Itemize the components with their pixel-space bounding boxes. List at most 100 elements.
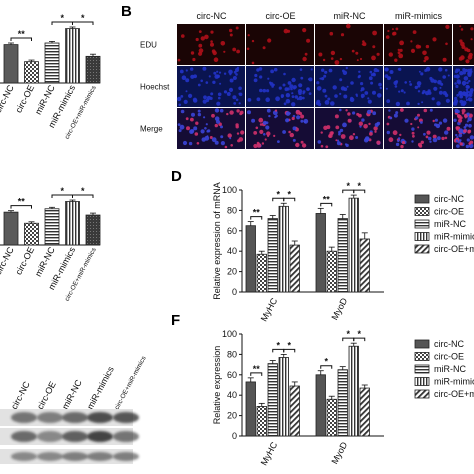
nucleus xyxy=(462,103,466,107)
micrograph-EDU-2 xyxy=(315,23,383,65)
nucleus xyxy=(342,69,345,73)
legend-label-1: circ-OE xyxy=(434,207,464,217)
nucleus xyxy=(456,79,461,84)
nucleus xyxy=(374,130,377,133)
nucleus xyxy=(464,68,468,73)
nucleus xyxy=(340,33,345,37)
nucleus xyxy=(236,109,240,113)
nucleus xyxy=(259,88,263,93)
column-label-2: miR-NC xyxy=(334,11,366,21)
nucleus xyxy=(339,92,342,95)
nucleus xyxy=(458,118,463,123)
nucleus xyxy=(368,76,373,81)
nucleus xyxy=(411,140,414,143)
nucleus xyxy=(330,101,335,106)
nucleus xyxy=(388,137,394,143)
nucleus xyxy=(324,94,328,98)
micrograph-Hoechst-4 xyxy=(452,66,474,107)
nucleus xyxy=(277,140,280,144)
nucleus xyxy=(185,78,190,83)
nucleus xyxy=(220,135,224,139)
nucleus xyxy=(345,66,348,70)
significance-1-label: * xyxy=(276,189,280,199)
nucleus xyxy=(432,119,435,123)
bar-circ-OE+miR-mimics xyxy=(85,214,101,246)
nucleus xyxy=(323,74,327,78)
nucleus xyxy=(432,37,437,42)
nucleus xyxy=(294,95,298,99)
y-tick-label-20: 20 xyxy=(227,411,237,421)
nucleus xyxy=(283,102,287,106)
y-tick-label-0: 0 xyxy=(232,287,237,297)
category-label-MyHC: MyHC xyxy=(259,296,280,323)
blot-lane-label-1: circ-OE xyxy=(35,380,58,411)
nucleus xyxy=(427,136,432,141)
nucleus xyxy=(394,85,398,88)
nucleus xyxy=(445,42,448,46)
nucleus xyxy=(302,56,307,62)
nucleus xyxy=(235,73,238,76)
nucleus xyxy=(424,69,428,72)
nucleus xyxy=(423,132,426,136)
nucleus xyxy=(186,126,190,131)
nucleus xyxy=(287,81,292,85)
nucleus xyxy=(299,68,303,71)
nucleus xyxy=(176,96,182,102)
y-axis-title: Relative expression of mRNA xyxy=(212,182,222,300)
nucleus xyxy=(467,54,473,60)
blot-band xyxy=(87,412,113,423)
nucleus xyxy=(395,111,399,115)
nucleus xyxy=(226,112,229,116)
nucleus xyxy=(181,75,187,80)
bar-MyoD-miR-NC xyxy=(337,369,348,437)
blot-band-row-1 xyxy=(0,428,139,445)
nucleus xyxy=(285,98,291,104)
significance-2-label: * xyxy=(287,340,291,350)
nucleus xyxy=(253,78,258,83)
nucleus xyxy=(422,90,426,94)
significance-0-bracket xyxy=(10,205,32,209)
nucleus xyxy=(404,81,408,84)
nucleus xyxy=(469,88,474,92)
nucleus xyxy=(447,74,450,77)
nucleus xyxy=(441,136,445,141)
nucleus xyxy=(462,91,467,97)
nucleus xyxy=(385,67,389,72)
nucleus xyxy=(218,71,222,74)
nucleus xyxy=(212,80,216,85)
legend-label-3: miR-mimic xyxy=(434,232,474,242)
nucleus xyxy=(455,139,459,142)
nucleus xyxy=(459,142,463,146)
y-tick-label-20: 20 xyxy=(227,267,237,277)
nucleus xyxy=(240,130,245,135)
nucleus xyxy=(253,143,258,149)
nucleus xyxy=(456,93,460,97)
nucleus xyxy=(464,47,469,52)
nucleus xyxy=(229,28,233,33)
micrograph-Hoechst-0 xyxy=(176,66,245,107)
nucleus xyxy=(463,76,469,81)
y-tick-label-80: 80 xyxy=(227,349,237,359)
nucleus xyxy=(389,116,393,120)
nucleus xyxy=(367,99,372,104)
blot-lane-label-4: circ-OE+miR-mimics xyxy=(114,355,148,411)
nucleus xyxy=(270,69,274,74)
micrograph-Merge-3 xyxy=(384,108,452,149)
y-tick-label-40: 40 xyxy=(227,246,237,256)
nucleus xyxy=(195,37,199,42)
nucleus xyxy=(444,93,449,98)
nucleus xyxy=(444,68,448,72)
nucleus xyxy=(425,135,429,139)
column-label-0: circ-NC xyxy=(197,11,227,21)
nucleus xyxy=(330,131,334,135)
nucleus xyxy=(357,75,361,79)
nucleus xyxy=(442,57,447,62)
nucleus xyxy=(338,130,341,134)
nucleus xyxy=(408,80,411,83)
bar-MyoD-miR-mimics xyxy=(348,197,359,293)
legend-label-2: miR-NC xyxy=(434,219,466,229)
nucleus xyxy=(322,58,326,62)
nucleus xyxy=(355,136,359,139)
nucleus xyxy=(219,82,222,85)
nucleus xyxy=(411,131,415,135)
